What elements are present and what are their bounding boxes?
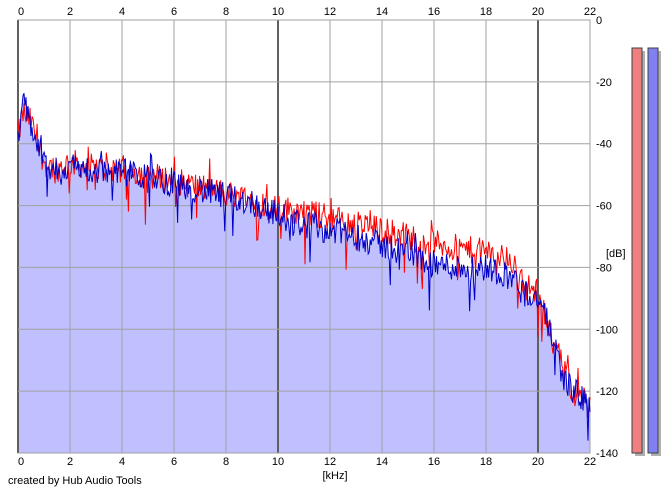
y-tick-label: -120 [596, 386, 618, 398]
x-tick-label-top: 14 [376, 6, 388, 18]
y-tick-label: -140 [596, 448, 618, 460]
x-tick-label-bottom: 8 [223, 456, 229, 468]
left-channel-meter [631, 47, 643, 454]
x-tick-label-top: 12 [324, 6, 336, 18]
y-axis-label: [dB] [606, 248, 626, 260]
credit-text: created by Hub Audio Tools [8, 475, 142, 487]
y-tick-label: -80 [596, 262, 612, 274]
y-tick-label: 0 [596, 15, 602, 27]
x-tick-label-bottom: 12 [324, 456, 336, 468]
x-tick-label-bottom: 10 [272, 456, 284, 468]
x-tick-label-top: 20 [532, 6, 544, 18]
x-tick-label-top: 18 [480, 6, 492, 18]
spectrum-area [18, 93, 590, 453]
x-tick-label-top: 6 [171, 6, 177, 18]
x-tick-label-bottom: 6 [171, 456, 177, 468]
x-tick-label-top: 2 [67, 6, 73, 18]
x-tick-label-bottom: 18 [480, 456, 492, 468]
spectrum-fill [18, 93, 590, 453]
series-lines [17, 93, 591, 441]
x-tick-label-bottom: 14 [376, 456, 388, 468]
x-tick-label-bottom: 20 [532, 456, 544, 468]
x-tick-label-top: 0 [18, 6, 24, 18]
y-tick-label: -20 [596, 77, 612, 89]
x-tick-label-top: 10 [272, 6, 284, 18]
x-tick-label-top: 4 [119, 6, 125, 18]
x-tick-label-top: 22 [584, 6, 596, 18]
x-tick-label-top: 16 [428, 6, 440, 18]
y-tick-label: -100 [596, 324, 618, 336]
x-tick-label-bottom: 2 [67, 456, 73, 468]
x-tick-label-bottom: 0 [18, 456, 24, 468]
right-channel-meter [647, 47, 659, 454]
x-axis-label: [kHz] [322, 470, 347, 482]
x-tick-label-bottom: 22 [584, 456, 596, 468]
x-tick-label-bottom: 4 [119, 456, 125, 468]
y-tick-label: -60 [596, 201, 612, 213]
tick-labels: 002244668810101212141416161818202022220-… [18, 6, 618, 468]
x-tick-label-top: 8 [223, 6, 229, 18]
series-line [17, 93, 591, 441]
x-tick-label-bottom: 16 [428, 456, 440, 468]
y-tick-label: -40 [596, 139, 612, 151]
level-meters [631, 47, 661, 456]
grid [17, 19, 591, 454]
